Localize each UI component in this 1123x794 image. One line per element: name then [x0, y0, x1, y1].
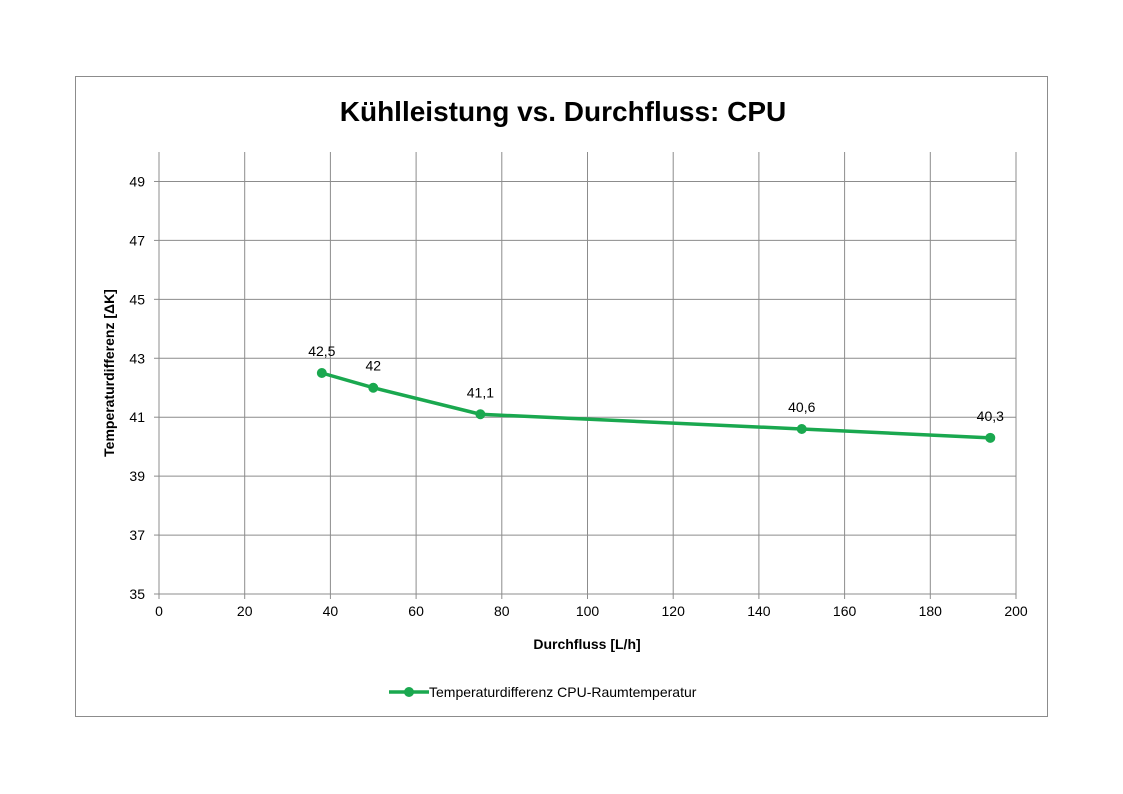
legend-label: Temperaturdifferenz CPU-Raumtemperatur [429, 684, 697, 700]
y-tick-label: 43 [129, 350, 145, 366]
x-tick-label: 140 [747, 603, 771, 619]
x-tick-label: 180 [919, 603, 943, 619]
x-tick-label: 80 [494, 603, 510, 619]
y-tick-label: 49 [129, 173, 145, 189]
legend: Temperaturdifferenz CPU-Raumtemperatur [389, 684, 697, 700]
series-line [320, 371, 993, 440]
data-label: 40,6 [788, 399, 815, 415]
series-layer: 42,5 42 41,1 40,6 40,3 [308, 343, 1004, 443]
x-tick-label: 200 [1004, 603, 1028, 619]
x-tick-label: 40 [323, 603, 339, 619]
data-label: 41,1 [467, 384, 494, 400]
line-chart: Kühlleistung vs. Durchfluss: CPU 0 20 40 60… [101, 96, 1028, 700]
data-label: 40,3 [977, 408, 1004, 424]
y-tick-label: 39 [129, 468, 145, 484]
y-tick-label: 47 [129, 232, 145, 248]
data-point [475, 409, 486, 420]
data-point [985, 432, 996, 443]
x-tick-label: 60 [408, 603, 424, 619]
y-axis-title: Temperaturdifferenz [ΔK] [101, 289, 117, 457]
legend-point-marker [404, 687, 414, 697]
data-label: 42 [365, 358, 381, 374]
x-tick-label: 20 [237, 603, 253, 619]
data-point [796, 423, 807, 434]
x-tick-label: 0 [155, 603, 163, 619]
tick-labels: 0 20 40 60 80 100 120 140 160 180 200 35 37 39 41 43 45 4… [129, 173, 1027, 619]
y-tick-label: 37 [129, 527, 145, 543]
x-tick-label: 100 [576, 603, 600, 619]
data-point [368, 382, 379, 393]
y-tick-label: 41 [129, 409, 145, 425]
data-point [316, 368, 327, 378]
chart-frame: Kühlleistung vs. Durchfluss: CPU 0 20 40 60… [75, 76, 1048, 717]
chart-title: Kühlleistung vs. Durchfluss: CPU [340, 96, 787, 127]
x-tick-label: 160 [833, 603, 857, 619]
data-label: 42,5 [308, 343, 335, 359]
y-tick-label: 35 [129, 586, 145, 602]
x-tick-label: 120 [662, 603, 686, 619]
x-axis-title: Durchfluss [L/h] [533, 636, 640, 652]
grid-lines [159, 152, 1017, 594]
axes [154, 152, 1017, 599]
y-tick-label: 45 [129, 291, 145, 307]
